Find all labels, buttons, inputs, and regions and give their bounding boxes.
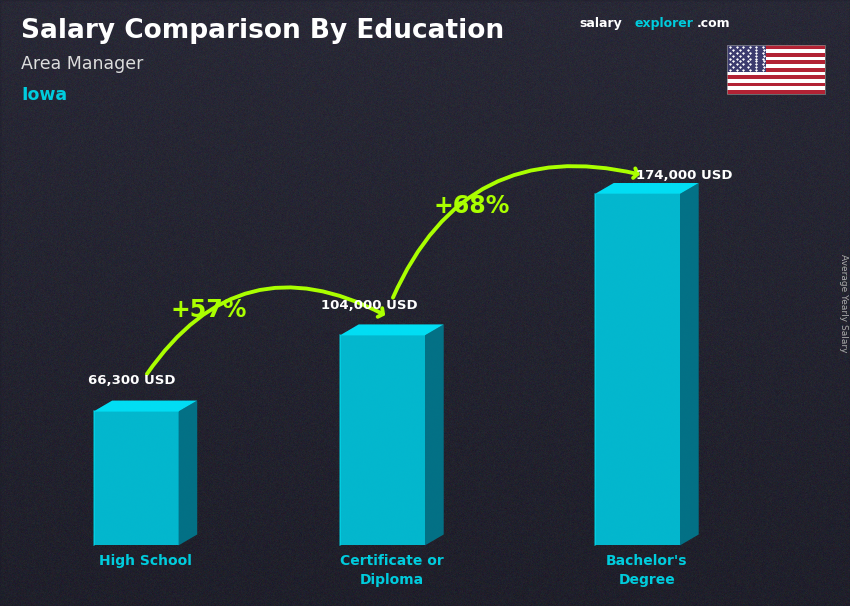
Bar (727, 49, 824, 53)
Bar (727, 53, 824, 56)
Bar (727, 61, 824, 64)
Text: +68%: +68% (434, 195, 510, 218)
Polygon shape (94, 411, 178, 545)
Bar (727, 75, 824, 79)
Text: .com: .com (697, 17, 731, 30)
Text: 104,000 USD: 104,000 USD (321, 299, 418, 312)
Bar (727, 45, 766, 72)
Polygon shape (340, 335, 425, 545)
Text: explorer: explorer (635, 17, 694, 30)
Bar (727, 68, 824, 72)
Text: Area Manager: Area Manager (21, 55, 144, 73)
Text: High School: High School (99, 554, 192, 568)
Bar (727, 64, 824, 68)
Text: Iowa: Iowa (21, 86, 67, 104)
Bar (727, 87, 824, 90)
Text: 66,300 USD: 66,300 USD (88, 375, 175, 387)
Text: salary: salary (580, 17, 622, 30)
Text: +57%: +57% (170, 298, 246, 322)
Text: Bachelor's
Degree: Bachelor's Degree (606, 554, 688, 587)
Bar (727, 90, 824, 94)
Text: Certificate or
Diploma: Certificate or Diploma (340, 554, 444, 587)
Polygon shape (595, 194, 680, 545)
Text: 174,000 USD: 174,000 USD (636, 169, 733, 182)
Bar (727, 45, 824, 94)
Bar (727, 72, 824, 75)
Polygon shape (425, 324, 444, 545)
Bar (727, 45, 824, 49)
Bar (727, 56, 824, 61)
Bar (727, 83, 824, 87)
Text: Salary Comparison By Education: Salary Comparison By Education (21, 18, 504, 44)
Polygon shape (680, 183, 699, 545)
Text: Average Yearly Salary: Average Yearly Salary (839, 254, 847, 352)
Polygon shape (340, 324, 444, 335)
Polygon shape (595, 183, 699, 194)
Polygon shape (94, 401, 197, 411)
Polygon shape (178, 401, 197, 545)
Bar (727, 79, 824, 83)
